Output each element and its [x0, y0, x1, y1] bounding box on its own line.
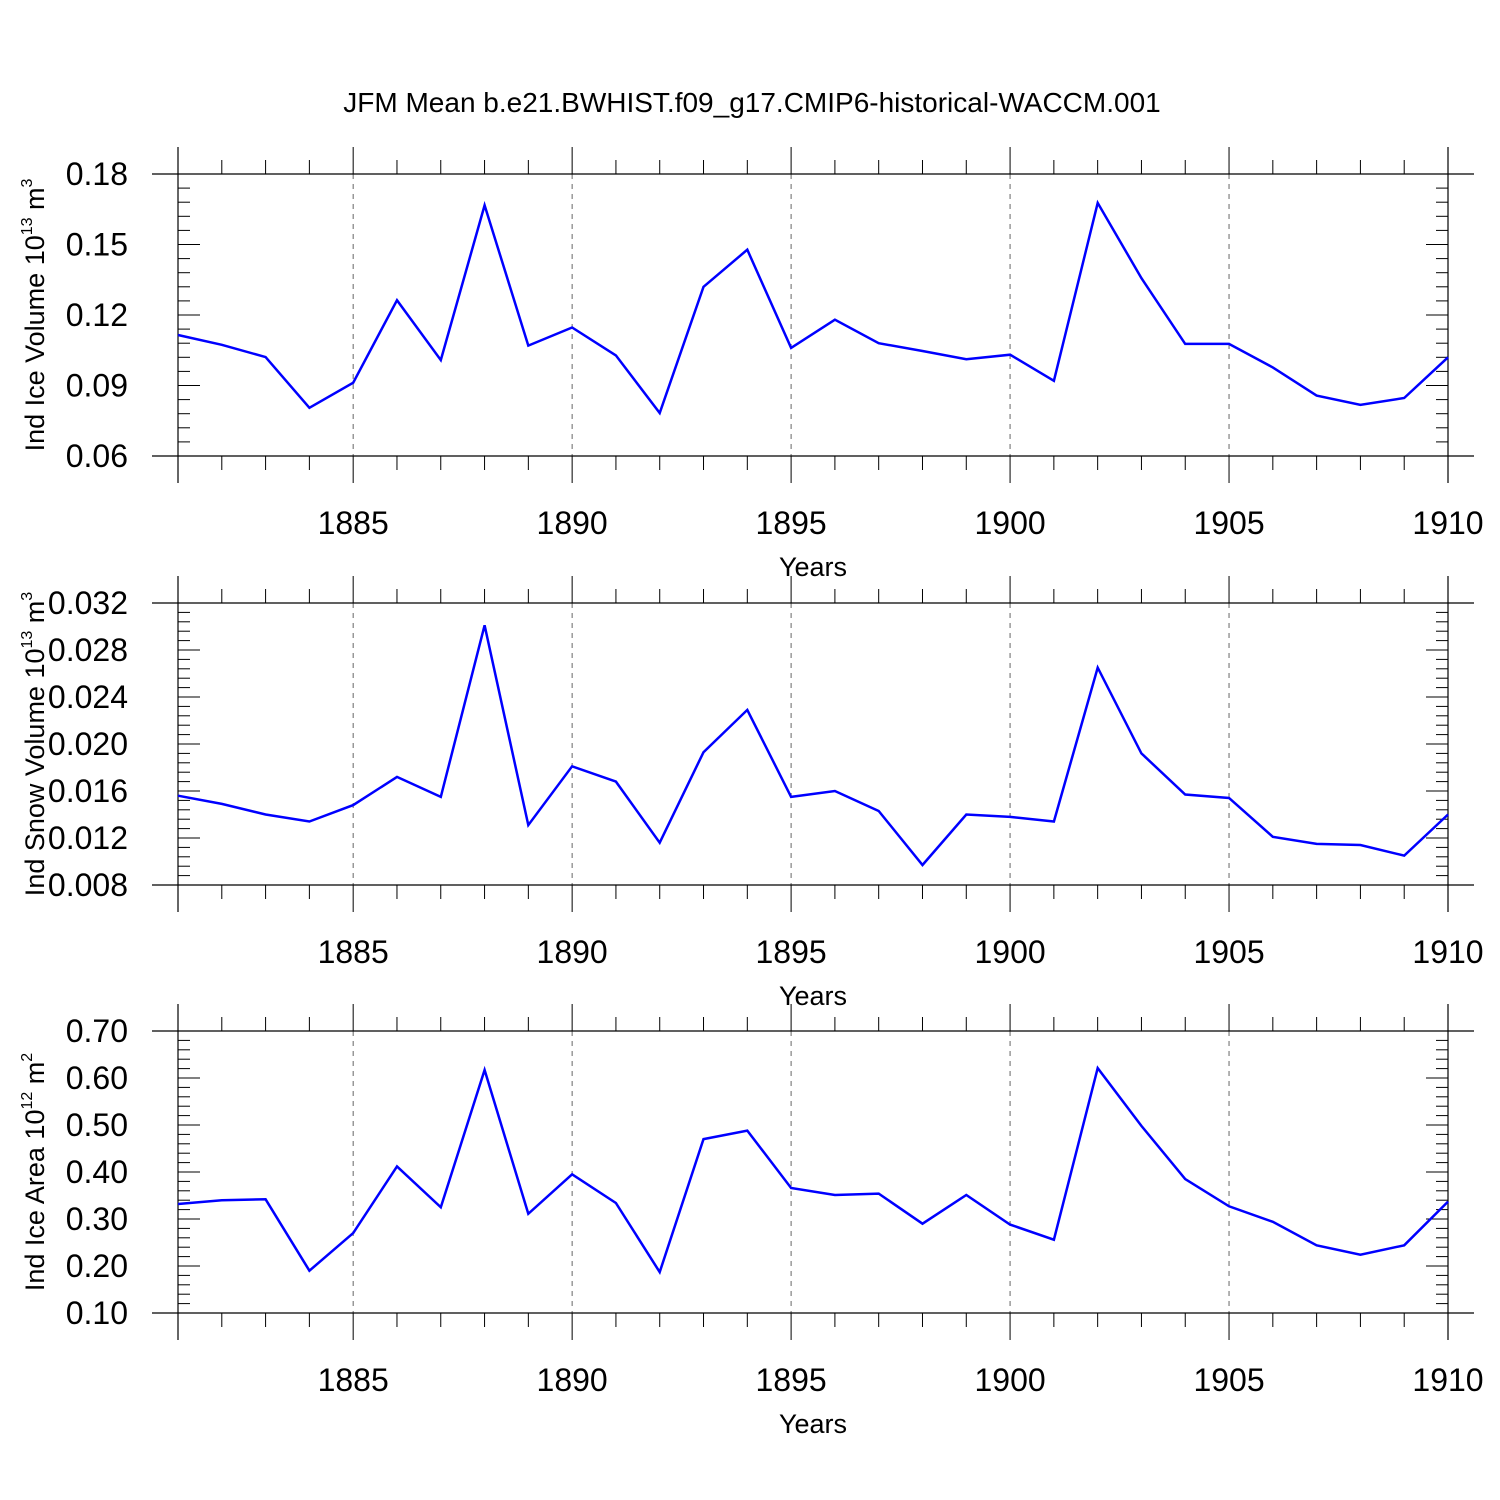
y-axis-label-part: Ind Snow Volume 10: [20, 649, 50, 897]
y-axis-label-part: Ind Ice Volume 10: [20, 235, 50, 451]
x-tick-label: 1885: [318, 505, 389, 541]
x-tick-label: 1900: [974, 1362, 1045, 1398]
y-axis-label-superscript: 13: [19, 217, 36, 235]
y-tick-label: 0.012: [48, 820, 128, 856]
x-tick-label: 1890: [537, 934, 608, 970]
y-tick-label: 0.50: [66, 1107, 128, 1143]
x-tick-label: 1885: [318, 934, 389, 970]
y-tick-label: 0.06: [66, 438, 128, 474]
y-axis-label-part: m: [20, 601, 50, 631]
series-line: [177, 1065, 1449, 1276]
y-tick-label: 0.12: [66, 297, 128, 333]
x-tick-label: 1900: [974, 505, 1045, 541]
y-tick-label: 0.008: [48, 867, 128, 903]
y-axis-label-superscript: 13: [19, 631, 36, 649]
x-axis-label: Years: [779, 1409, 847, 1439]
y-tick-label: 0.20: [66, 1248, 128, 1284]
y-axis-label-part: m: [20, 187, 50, 217]
x-tick-label: 1905: [1193, 1362, 1264, 1398]
y-axis-label-part: Ind Ice Area 10: [20, 1110, 50, 1292]
x-tick-label: 1905: [1193, 934, 1264, 970]
y-axis-label-superscript: 3: [19, 178, 36, 187]
y-tick-label: 0.60: [66, 1060, 128, 1096]
y-axis-label-superscript: 12: [19, 1092, 36, 1110]
x-tick-label: 1910: [1412, 505, 1483, 541]
y-tick-label: 0.10: [66, 1295, 128, 1331]
y-tick-label: 0.016: [48, 773, 128, 809]
y-tick-label: 0.18: [66, 156, 128, 192]
x-tick-label: 1885: [318, 1362, 389, 1398]
x-tick-label: 1910: [1412, 934, 1483, 970]
y-tick-label: 0.020: [48, 726, 128, 762]
x-tick-label: 1895: [756, 1362, 827, 1398]
chart-panel-2: 0.008 0.012 0.016 0.020 0.024 0.028 0.032 1885 1…: [19, 576, 1484, 1011]
y-axis-label-superscript: 2: [19, 1053, 36, 1062]
y-axis-label-part: m: [20, 1062, 50, 1092]
x-axis-label: Years: [779, 552, 847, 582]
y-tick-label: 0.30: [66, 1201, 128, 1237]
x-tick-label: 1890: [537, 505, 608, 541]
x-tick-label: 1910: [1412, 1362, 1483, 1398]
series-line: [177, 624, 1449, 867]
y-tick-label: 0.70: [66, 1013, 128, 1049]
series-line: [177, 199, 1449, 416]
x-tick-label: 1890: [537, 1362, 608, 1398]
y-axis-label: Ind Ice Area 1012 m2: [19, 1053, 50, 1291]
y-tick-label: 0.028: [48, 632, 128, 668]
y-tick-label: 0.032: [48, 585, 128, 621]
y-tick-label: 0.09: [66, 368, 128, 404]
x-tick-label: 1895: [756, 934, 827, 970]
x-tick-label: 1895: [756, 505, 827, 541]
y-axis-label-superscript: 3: [19, 592, 36, 601]
x-tick-label: 1905: [1193, 505, 1264, 541]
y-axis-label: Ind Snow Volume 1013 m3: [19, 592, 50, 896]
y-tick-label: 0.15: [66, 227, 128, 263]
figure-title: JFM Mean b.e21.BWHIST.f09_g17.CMIP6-hist…: [343, 87, 1160, 118]
chart-panel-1: 0.06 0.09 0.12 0.15 0.18 1885 1890 1895 1900 1905…: [19, 147, 1484, 582]
y-tick-label: 0.024: [48, 679, 128, 715]
chart-panel-3: 0.10 0.20 0.30 0.40 0.50 0.60 0.70 1885 1890 1895…: [19, 1004, 1484, 1439]
y-axis-label: Ind Ice Volume 1013 m3: [19, 178, 50, 451]
x-tick-label: 1900: [974, 934, 1045, 970]
panels: 0.06 0.09 0.12 0.15 0.18 1885 1890 1895 1900 1905…: [19, 147, 1484, 1439]
y-tick-label: 0.40: [66, 1154, 128, 1190]
x-axis-label: Years: [779, 981, 847, 1011]
